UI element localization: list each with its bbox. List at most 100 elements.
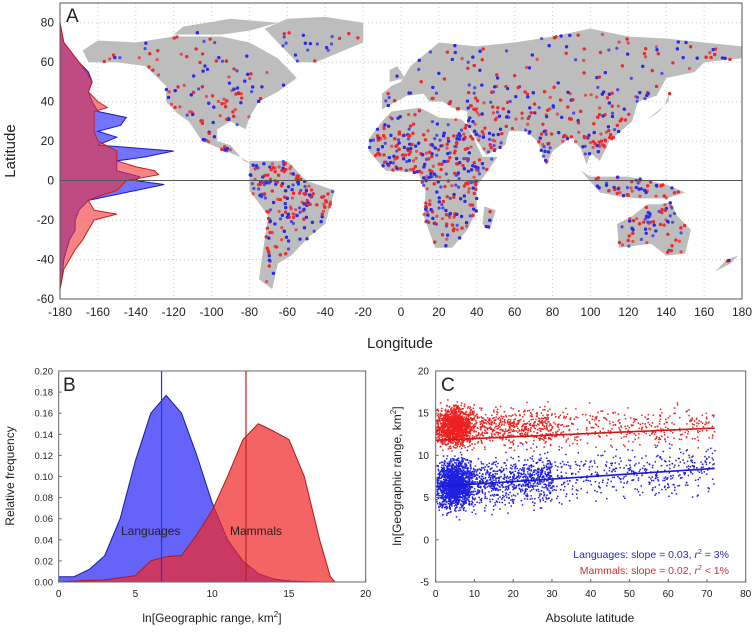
map-point <box>376 151 380 155</box>
map-point <box>679 250 683 254</box>
map-point <box>194 47 198 51</box>
map-point <box>277 165 281 169</box>
point-mammal <box>705 416 708 418</box>
map-point <box>445 142 449 146</box>
point-mammal <box>438 426 441 429</box>
point-mammal <box>510 447 512 449</box>
point-mammal <box>661 412 663 414</box>
map-point <box>607 48 611 52</box>
point-mammal <box>480 422 482 425</box>
y-tick-label-a: 40 <box>41 95 55 109</box>
map-point <box>417 67 421 71</box>
map-point <box>481 135 485 139</box>
map-point <box>428 50 433 54</box>
map-point <box>224 59 229 63</box>
map-point <box>301 33 305 37</box>
map-point <box>381 164 385 168</box>
map-point <box>430 120 435 124</box>
point-mammal <box>453 420 456 422</box>
land-mass <box>264 16 364 63</box>
map-point <box>656 52 660 56</box>
point-mammal <box>481 407 483 410</box>
point-mammal <box>481 431 484 433</box>
point-mammal <box>449 435 451 438</box>
point-mammal <box>442 420 444 423</box>
point-mammal <box>609 422 611 425</box>
point-mammal <box>449 441 452 443</box>
point-mammal <box>595 424 598 426</box>
point-mammal <box>477 434 480 436</box>
map-point <box>666 250 670 254</box>
map-point <box>431 164 435 168</box>
map-point <box>445 222 449 226</box>
map-point <box>587 133 591 137</box>
x-tick-label-a: -180 <box>48 305 72 319</box>
map-point <box>646 215 650 219</box>
point-mammal <box>464 422 467 424</box>
map-point <box>434 174 438 178</box>
point-mammal <box>478 416 480 419</box>
map-point <box>674 238 678 242</box>
map-point <box>526 122 530 126</box>
point-mammal <box>647 413 650 416</box>
map-point <box>713 47 718 51</box>
point-mammal <box>513 449 516 452</box>
point-mammal <box>437 425 439 427</box>
point-mammal <box>611 446 613 448</box>
point-mammal <box>568 429 570 431</box>
point-mammal <box>462 441 465 443</box>
map-point <box>445 50 450 54</box>
point-mammal <box>579 439 582 441</box>
point-mammal <box>608 420 611 423</box>
map-point <box>267 251 271 255</box>
point-mammal <box>476 435 478 438</box>
point-mammal <box>471 425 474 428</box>
point-mammal <box>499 429 501 431</box>
point-mammal <box>525 428 527 431</box>
point-mammal <box>488 426 491 429</box>
point-mammal <box>444 410 447 412</box>
point-mammal <box>465 429 468 431</box>
map-point <box>428 168 432 172</box>
map-point <box>645 241 649 245</box>
land-mass <box>82 36 297 165</box>
point-mammal <box>649 434 651 437</box>
point-mammal <box>517 431 519 434</box>
point-mammal <box>445 437 447 440</box>
point-mammal <box>460 447 463 450</box>
map-point <box>286 185 291 189</box>
point-mammal <box>595 418 597 420</box>
map-point <box>201 69 205 73</box>
map-point <box>275 180 280 184</box>
map-point <box>466 169 471 173</box>
map-point <box>508 99 512 104</box>
point-mammal <box>544 427 546 430</box>
map-point <box>263 173 267 178</box>
point-mammal <box>461 411 464 414</box>
map-point <box>454 118 458 122</box>
point-mammal <box>627 440 630 443</box>
map-point <box>630 189 634 193</box>
map-point <box>535 57 539 61</box>
point-mammal <box>532 418 534 421</box>
point-mammal <box>536 428 539 431</box>
point-mammal <box>492 428 494 431</box>
point-mammal <box>477 442 479 444</box>
map-point <box>421 153 425 157</box>
point-mammal <box>594 423 597 425</box>
map-point <box>520 116 524 120</box>
map-point <box>386 103 390 108</box>
point-mammal <box>507 432 510 434</box>
point-mammal <box>495 425 498 428</box>
point-mammal <box>448 423 450 426</box>
map-point <box>267 264 271 268</box>
point-mammal <box>463 405 466 408</box>
map-point <box>227 75 231 79</box>
map-point <box>602 90 606 94</box>
point-mammal <box>444 417 446 420</box>
point-mammal <box>473 418 476 421</box>
point-mammal <box>625 435 627 438</box>
map-point <box>569 135 574 139</box>
point-mammal <box>457 434 459 437</box>
point-mammal <box>458 431 460 434</box>
